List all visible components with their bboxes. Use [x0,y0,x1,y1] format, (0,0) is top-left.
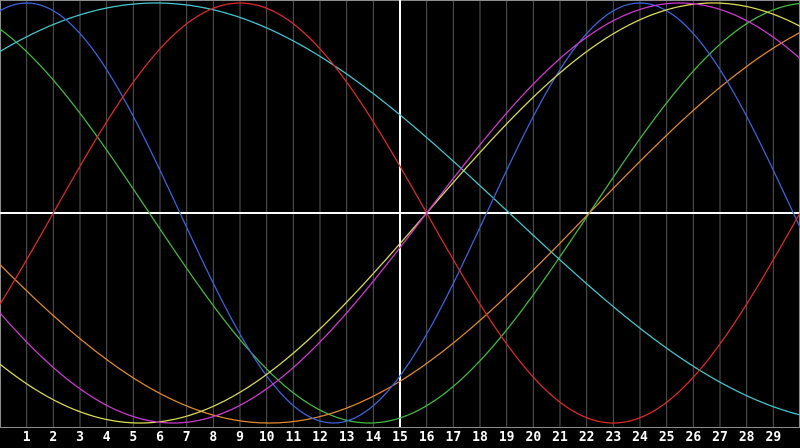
x-axis-label: 29 [766,430,782,445]
x-axis-label: 16 [419,430,435,445]
x-axis-label: 21 [552,430,568,445]
x-axis-label: 4 [103,430,111,445]
x-axis-label: 8 [209,430,217,445]
x-axis-label: 3 [76,430,84,445]
x-axis-label: 6 [156,430,164,445]
x-axis-label: 23 [606,430,622,445]
x-axis-label: 2 [49,430,57,445]
x-axis-label: 9 [236,430,244,445]
green-wave-curve [0,2,800,424]
x-axis-label: 7 [183,430,191,445]
x-axis-label: 11 [286,430,302,445]
x-axis-label: 18 [472,430,488,445]
x-axis-label: 22 [579,430,595,445]
magenta-wave-curve [0,2,800,424]
x-axis-label: 17 [446,430,462,445]
x-axis-label: 20 [526,430,542,445]
x-axis-label: 12 [312,430,328,445]
cyan-wave-curve [0,2,800,416]
x-axis-label: 13 [339,430,355,445]
x-axis-label: 24 [632,430,648,445]
x-axis-label: 10 [259,430,275,445]
x-axis-label: 14 [366,430,382,445]
x-axis-label: 15 [392,430,408,445]
x-axis-label: 25 [659,430,675,445]
orange-wave-curve [0,31,800,424]
x-axis-label: 27 [712,430,728,445]
x-axis-label: 26 [686,430,702,445]
yellow-wave-curve [0,2,800,424]
x-axis-label: 5 [129,430,137,445]
x-axis-label: 28 [739,430,755,445]
blue-wave-curve [0,2,800,424]
x-axis-label: 1 [23,430,31,445]
red-wave-curve [0,2,800,424]
x-axis-label: 19 [499,430,515,445]
